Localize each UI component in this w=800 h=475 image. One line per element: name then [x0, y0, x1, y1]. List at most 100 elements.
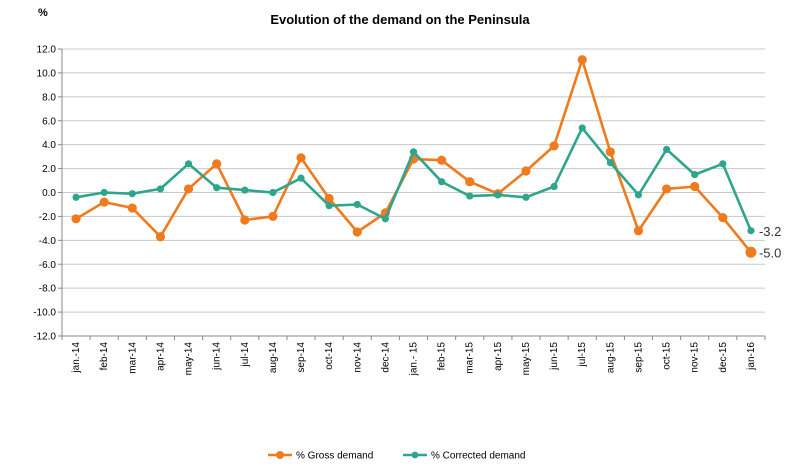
data-point — [605, 147, 615, 157]
x-tick-label: mar-15 — [465, 342, 476, 374]
legend-swatch-marker — [411, 451, 419, 459]
y-tick-label: 12.0 — [37, 45, 57, 56]
y-tick-label: 0.0 — [42, 188, 56, 199]
data-point — [550, 182, 558, 191]
data-point — [691, 170, 699, 179]
y-tick-label: 10.0 — [37, 68, 57, 79]
data-point — [156, 185, 165, 193]
data-point — [409, 148, 418, 156]
data-point — [99, 197, 109, 207]
data-point — [325, 202, 333, 210]
data-point — [633, 226, 644, 236]
x-tick-label: jan-16 — [746, 342, 757, 371]
y-tick-label: 2.0 — [42, 164, 56, 175]
y-axis-ticks: 12.0 10.0 8.0 6.0 4.0 2.0 0.0 -2.0 -4.0 -6.0 -8.0 -… — [33, 45, 56, 343]
data-point — [662, 145, 671, 154]
x-tick-label: jul-14 — [240, 342, 251, 368]
x-tick-label: jan.- 15 — [409, 342, 420, 377]
data-point — [606, 159, 614, 167]
y-tick-label: 8.0 — [42, 92, 56, 103]
x-axis-ticks: jan.-14 feb-14 mar-14 apr-14 may-14 jun-14 jul… — [71, 342, 757, 377]
series-0 — [71, 55, 757, 258]
x-tick-label: dec-14 — [380, 342, 391, 373]
x-tick-label: jan.-14 — [71, 342, 82, 374]
x-tick-label: feb-15 — [437, 342, 448, 371]
data-point — [521, 166, 531, 176]
data-point — [296, 153, 306, 163]
data-point — [438, 178, 446, 186]
x-tick-label: feb-14 — [99, 342, 110, 371]
data-point — [466, 192, 474, 200]
x-tick-label: oct-15 — [662, 342, 673, 370]
data-point — [241, 186, 249, 194]
legend: % Gross demand % Corrected demand — [268, 451, 526, 462]
legend-label: % Gross demand — [296, 451, 373, 462]
data-point — [494, 191, 502, 199]
end-value-label: -3.2 — [759, 224, 781, 239]
gridlines — [62, 48, 765, 337]
legend-item-0: % Gross demand — [268, 451, 373, 462]
x-tick-label: may-14 — [184, 342, 195, 376]
y-tick-label: -12.0 — [33, 332, 56, 343]
data-point — [71, 214, 81, 224]
x-tick-label: apr-14 — [155, 342, 166, 371]
series-1 — [72, 124, 755, 235]
series-lines — [71, 55, 757, 258]
x-tick-label: mar-14 — [127, 342, 138, 374]
data-point — [747, 227, 755, 235]
data-point — [719, 160, 727, 168]
y-tick-label: -8.0 — [39, 284, 57, 295]
data-point — [353, 200, 361, 209]
y-tick-label: -10.0 — [33, 308, 56, 319]
data-point — [577, 55, 587, 65]
data-point — [549, 141, 559, 151]
x-tick-label: jun-14 — [212, 342, 223, 371]
data-point — [128, 190, 136, 198]
data-point — [690, 181, 700, 192]
x-tick-label: jul-15 — [577, 342, 588, 368]
y-tick-label: -6.0 — [39, 260, 57, 271]
y-tick-label: 4.0 — [42, 140, 56, 151]
data-point — [213, 184, 221, 192]
x-tick-label: apr-15 — [493, 342, 504, 371]
data-point — [269, 188, 277, 197]
data-point — [268, 211, 278, 222]
end-labels: -5.0 -3.2 — [759, 224, 781, 261]
data-point — [634, 191, 643, 199]
data-point — [184, 160, 193, 168]
x-tick-label: jun-15 — [549, 342, 560, 371]
data-point — [381, 215, 389, 223]
y-tick-label: -2.0 — [39, 212, 57, 223]
legend-label: % Corrected demand — [431, 451, 526, 462]
data-point — [100, 188, 108, 197]
data-point — [212, 159, 222, 169]
legend-item-1: % Corrected demand — [403, 451, 526, 462]
chart-title: Evolution of the demand on the Peninsula — [270, 12, 530, 27]
data-point — [745, 246, 757, 258]
data-point — [127, 203, 137, 213]
data-point — [661, 184, 672, 194]
x-tick-label: sep-15 — [633, 342, 644, 373]
data-point — [324, 193, 334, 204]
data-point — [465, 177, 475, 187]
x-tick-label: nov-15 — [690, 342, 701, 373]
data-point — [437, 155, 447, 165]
x-tick-label: oct-14 — [324, 342, 335, 370]
x-tick-label: sep-14 — [296, 342, 307, 373]
data-point — [297, 174, 305, 182]
data-point — [718, 213, 728, 223]
x-tick-label: nov-14 — [352, 342, 363, 373]
y-tick-label: -4.0 — [39, 236, 57, 247]
y-axis-unit-label: % — [38, 7, 48, 19]
data-point — [155, 232, 166, 242]
data-point — [240, 215, 250, 225]
data-point — [578, 124, 586, 132]
x-tick-label: dec-15 — [718, 342, 729, 373]
axes — [58, 48, 766, 340]
y-tick-label: 6.0 — [42, 116, 56, 127]
data-point — [72, 193, 80, 201]
data-point — [352, 227, 362, 237]
x-tick-label: aug-14 — [268, 342, 279, 374]
data-point — [522, 193, 530, 201]
